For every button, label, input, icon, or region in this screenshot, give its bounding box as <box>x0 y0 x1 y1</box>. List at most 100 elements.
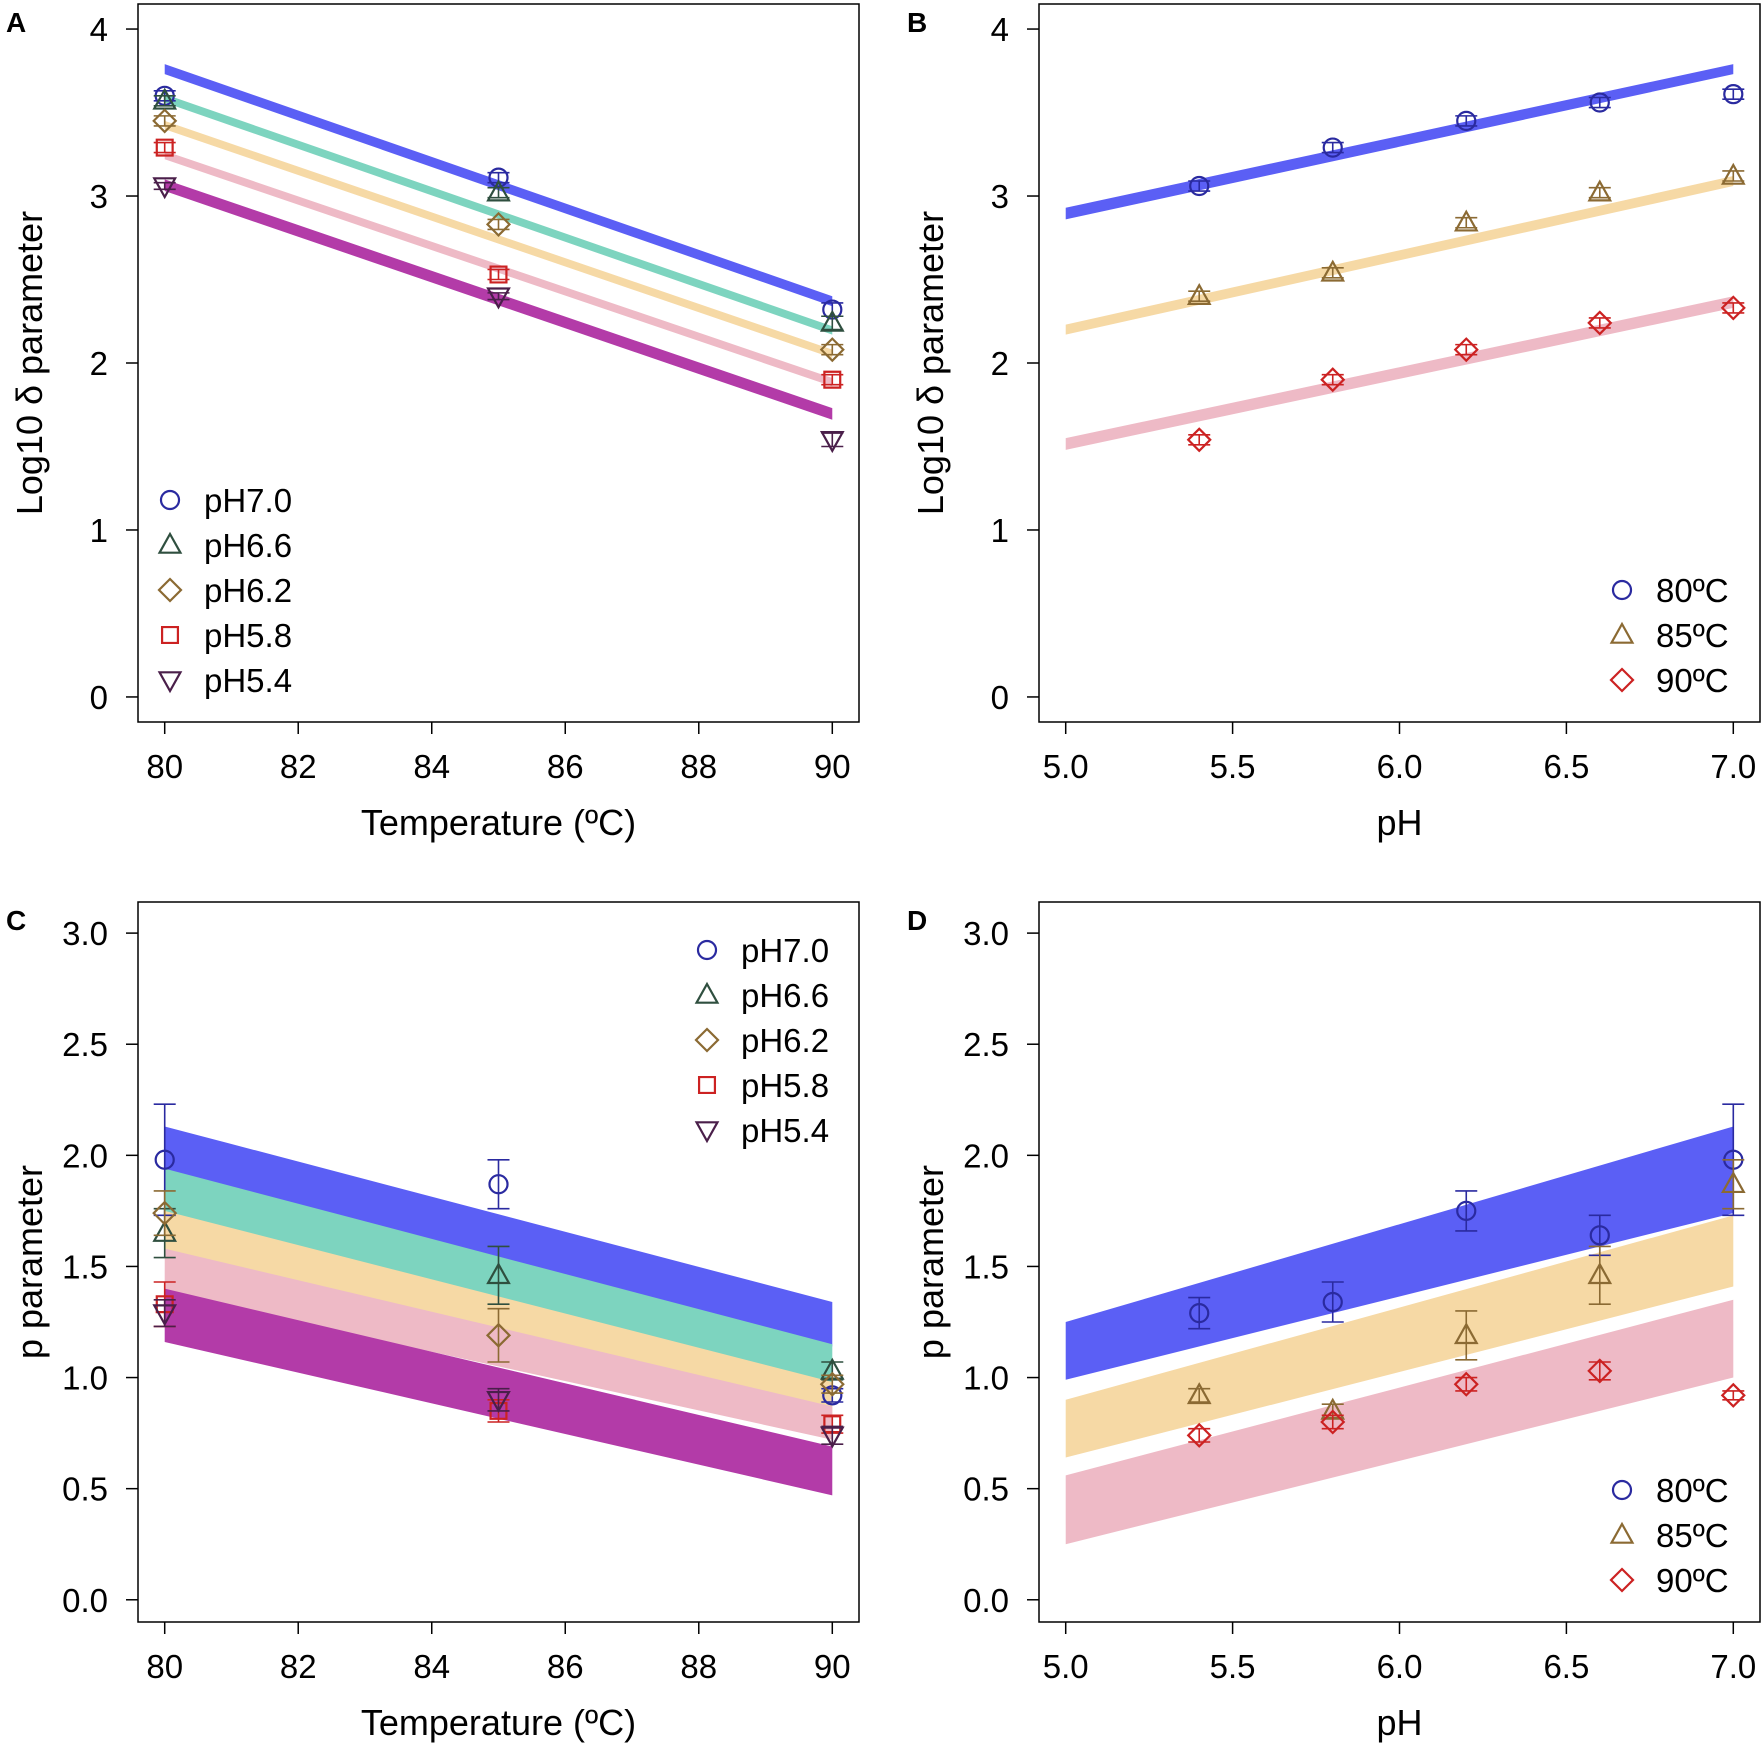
panel-b: B 5.0 5.5 6.0 6.5 7.0 0 1 2 3 4 pH Log10 δ parameter… <box>907 3 1761 843</box>
data-point <box>152 177 178 200</box>
fit-band-pH6.2 <box>164 120 833 358</box>
x-tick-label: 6.0 <box>1377 1648 1423 1685</box>
legend-marker <box>696 939 718 961</box>
legend-label: 90ºC <box>1656 662 1729 699</box>
data-point <box>1320 367 1346 393</box>
y-tick-label: 0.0 <box>963 1582 1009 1619</box>
error-bar <box>487 186 510 199</box>
data-point <box>486 1390 511 1414</box>
legend-label: pH5.8 <box>741 1067 829 1104</box>
legend-marker <box>157 577 183 603</box>
legend-marker <box>694 1027 720 1053</box>
data-point <box>1720 1382 1746 1408</box>
data-point <box>489 265 508 284</box>
x-axis-title: Temperature (ºC) <box>361 802 636 843</box>
plot-frame <box>137 3 860 723</box>
fit-band-80ºC <box>1065 64 1734 220</box>
data-point <box>488 1174 509 1195</box>
data-point <box>152 1200 178 1226</box>
y-tick-label: 0.0 <box>62 1582 108 1619</box>
legend-label: pH5.4 <box>741 1112 829 1149</box>
y-tick-label: 1.0 <box>963 1360 1009 1397</box>
legend-marker <box>157 671 183 694</box>
data-point <box>1453 209 1479 232</box>
y-axis-title: Log10 δ parameter <box>9 211 50 515</box>
data-point <box>152 1219 178 1242</box>
x-tick-label: 5.0 <box>1043 748 1089 785</box>
x-tick-label: 7.0 <box>1710 748 1756 785</box>
error-bar <box>1455 1190 1478 1232</box>
data-point <box>1589 1225 1610 1246</box>
legend: pH7.0 pH6.6 pH6.2 pH5.8 pH5.4 <box>157 482 292 699</box>
legend: 80ºC 85ºC 90ºC <box>1609 572 1729 699</box>
error-bar <box>1455 1376 1478 1392</box>
x-tick-label: 88 <box>680 1648 717 1685</box>
legend-marker <box>1609 621 1635 644</box>
x-tick-label: 86 <box>547 1648 584 1685</box>
error-bar <box>1321 1281 1344 1323</box>
legend: pH7.0 pH6.6 pH6.2 pH5.8 pH5.4 <box>694 932 829 1149</box>
data-point <box>152 1304 178 1327</box>
data-point <box>485 211 512 237</box>
x-axis-title: Temperature (ºC) <box>361 1702 636 1743</box>
data-point <box>486 287 511 310</box>
error-bar <box>1722 1158 1745 1210</box>
error-bar <box>1321 267 1344 279</box>
y-axis-title: p parameter <box>9 1165 50 1359</box>
x-tick-label: 5.0 <box>1043 1648 1089 1685</box>
error-bar <box>1722 170 1745 182</box>
x-tick-label: 82 <box>280 1648 317 1685</box>
data-point <box>1589 92 1610 113</box>
x-tick-label: 90 <box>814 748 851 785</box>
legend-label: 85ºC <box>1656 1517 1729 1554</box>
x-tick-label: 82 <box>280 748 317 785</box>
error-bar <box>821 1374 844 1394</box>
legend-label: pH6.2 <box>741 1022 829 1059</box>
x-tick-label: 88 <box>680 748 717 785</box>
y-tick-label: 3 <box>991 178 1009 215</box>
error-bar <box>487 1245 510 1306</box>
legend-marker <box>1611 1479 1633 1501</box>
error-bar <box>153 95 176 107</box>
legend-marker <box>1609 1567 1635 1593</box>
plot-frame <box>137 901 860 1623</box>
legend-label: pH5.4 <box>204 662 292 699</box>
y-tick-label: 2.5 <box>62 1026 108 1063</box>
y-tick-label: 0.5 <box>62 1471 108 1508</box>
legend-marker <box>694 1121 720 1144</box>
error-bar <box>1321 1414 1344 1430</box>
error-bar <box>1455 216 1478 229</box>
x-tick-label: 84 <box>413 748 450 785</box>
data-point <box>1587 1262 1613 1285</box>
error-bar <box>153 1190 176 1237</box>
legend-label: pH6.6 <box>204 527 292 564</box>
error-bar <box>1588 186 1611 199</box>
data-point <box>155 138 174 157</box>
y-tick-label: 2 <box>991 345 1009 382</box>
y-tick-label: 1 <box>991 512 1009 549</box>
data-point <box>488 167 509 188</box>
legend-marker <box>697 1075 717 1095</box>
legend-marker <box>1609 667 1635 693</box>
fit-band-85ºC <box>1065 175 1734 335</box>
y-tick-label: 3 <box>90 178 108 215</box>
x-tick-label: 6.0 <box>1377 748 1423 785</box>
x-tick-label: 84 <box>413 1648 450 1685</box>
data-point <box>489 1401 508 1420</box>
fit-band-90ºC <box>1065 296 1734 450</box>
panel-letter: A <box>6 7 26 38</box>
panel-letter: B <box>907 7 927 38</box>
data-point <box>1320 1409 1346 1435</box>
x-tick-label: 80 <box>146 1648 183 1685</box>
legend-label: pH6.2 <box>204 572 292 609</box>
x-axis-title: pH <box>1376 802 1422 843</box>
data-point <box>1186 1382 1212 1405</box>
fit-band-90ºC <box>1065 1299 1734 1545</box>
error-bar <box>1455 1310 1478 1361</box>
legend-label: 90ºC <box>1656 1562 1729 1599</box>
data-point <box>1186 427 1212 453</box>
x-tick-label: 6.5 <box>1543 1648 1589 1685</box>
x-tick-label: 5.5 <box>1210 748 1256 785</box>
data-point <box>1320 259 1346 282</box>
